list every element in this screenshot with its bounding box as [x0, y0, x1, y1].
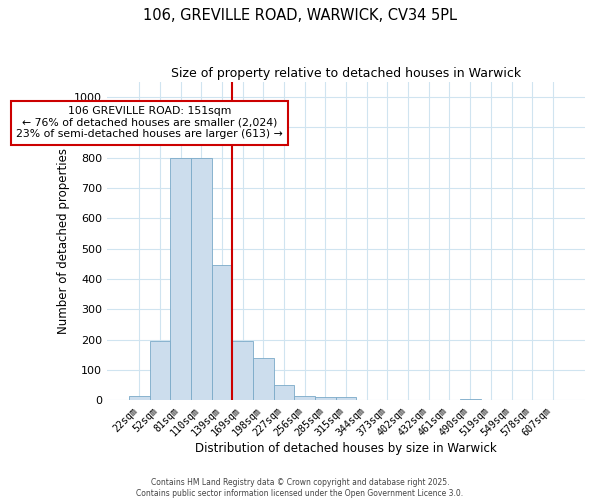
Bar	[274, 386, 295, 400]
Bar	[232, 341, 253, 400]
Bar	[460, 399, 481, 400]
Bar	[315, 398, 336, 400]
Bar	[170, 158, 191, 400]
Y-axis label: Number of detached properties: Number of detached properties	[57, 148, 70, 334]
Bar	[212, 266, 232, 400]
Bar	[336, 398, 356, 400]
Bar	[253, 358, 274, 401]
Bar	[149, 341, 170, 400]
Text: 106, GREVILLE ROAD, WARWICK, CV34 5PL: 106, GREVILLE ROAD, WARWICK, CV34 5PL	[143, 8, 457, 22]
X-axis label: Distribution of detached houses by size in Warwick: Distribution of detached houses by size …	[195, 442, 497, 455]
Text: 106 GREVILLE ROAD: 151sqm
← 76% of detached houses are smaller (2,024)
23% of se: 106 GREVILLE ROAD: 151sqm ← 76% of detac…	[16, 106, 283, 139]
Text: Contains HM Land Registry data © Crown copyright and database right 2025.
Contai: Contains HM Land Registry data © Crown c…	[136, 478, 464, 498]
Bar	[191, 158, 212, 400]
Bar	[295, 396, 315, 400]
Title: Size of property relative to detached houses in Warwick: Size of property relative to detached ho…	[171, 68, 521, 80]
Bar	[129, 396, 149, 400]
